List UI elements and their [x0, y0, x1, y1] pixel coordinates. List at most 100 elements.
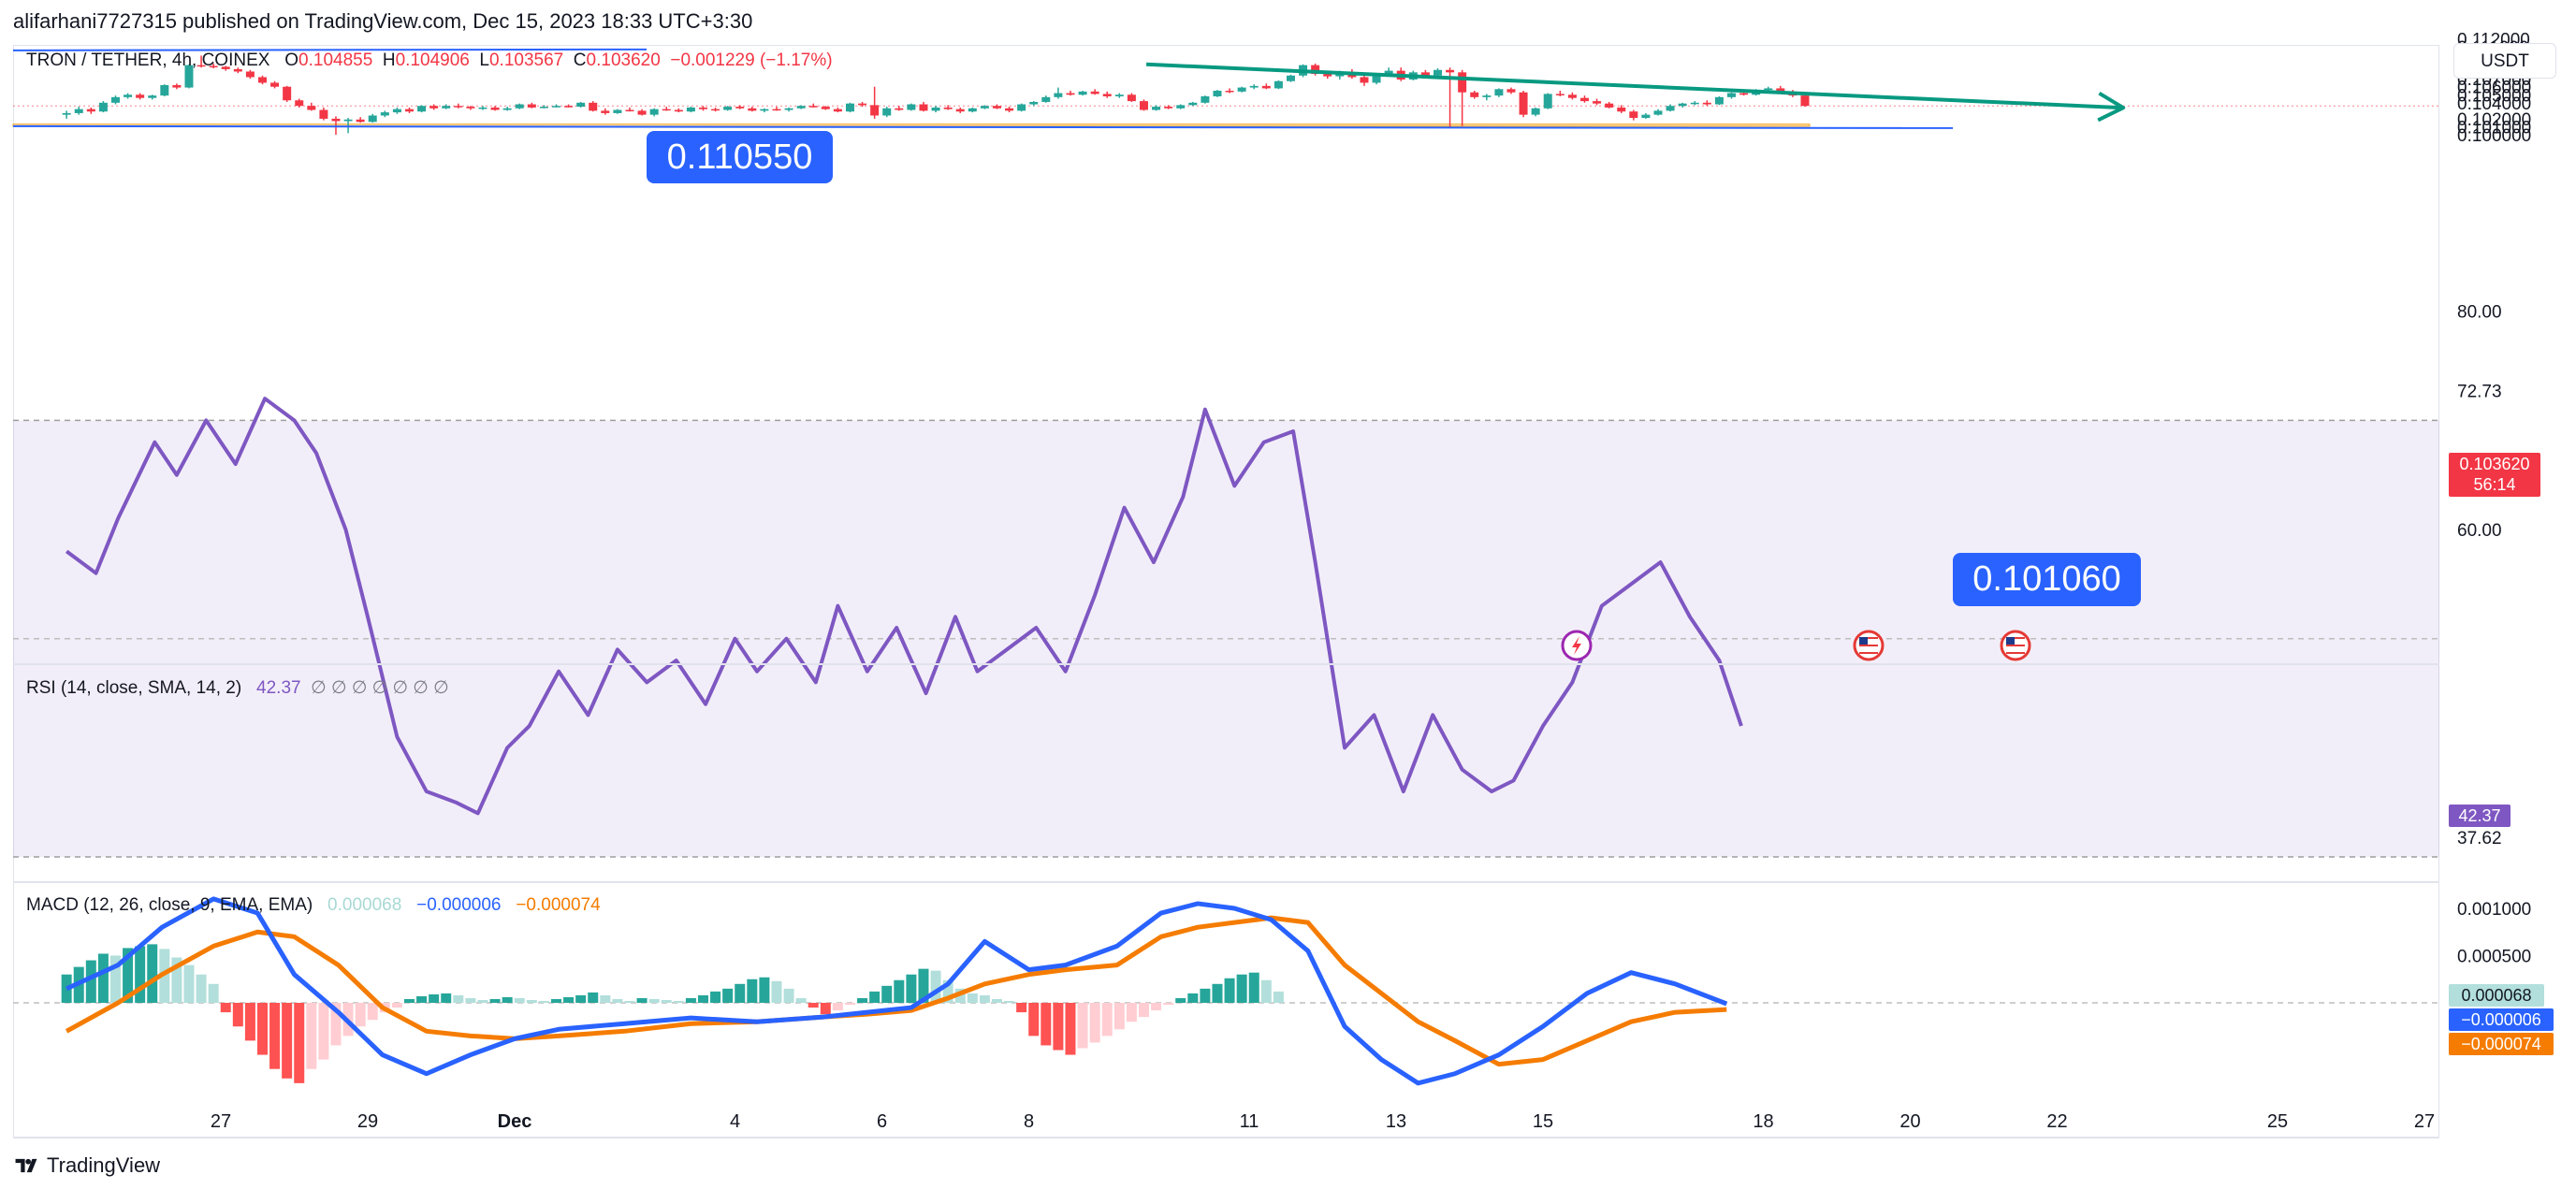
candle-body — [221, 66, 230, 69]
macd-histogram-bar — [367, 1003, 378, 1021]
candle-body — [466, 107, 475, 109]
candle-body — [270, 82, 280, 87]
candle-body — [172, 85, 182, 88]
macd-histogram-bar — [869, 991, 880, 1003]
candle-body — [1005, 108, 1014, 111]
candle-body — [1360, 77, 1369, 83]
candle-body — [1323, 74, 1332, 77]
macd-title[interactable]: MACD (12, 26, close, 9, EMA, EMA) — [26, 895, 313, 915]
bar-countdown: 56:14 — [2473, 475, 2516, 494]
rsi-placeholders: ∅ ∅ ∅ ∅ ∅ ∅ ∅ — [311, 678, 449, 698]
macd-histogram-bar — [1248, 972, 1259, 1003]
macd-histogram-bar — [391, 1003, 402, 1008]
candle-body — [674, 109, 683, 112]
macd-histogram-bar — [967, 993, 978, 1003]
candle-body — [919, 104, 928, 111]
macd-histogram-bar — [685, 997, 696, 1003]
macd-histogram-bar — [1138, 1003, 1149, 1018]
macd-histogram-bar — [857, 997, 868, 1003]
candle-body — [62, 112, 71, 115]
candle-body — [1017, 104, 1026, 111]
macd-histogram-bar — [1101, 1003, 1113, 1037]
candle-body — [1726, 93, 1736, 97]
time-tick-label: 22 — [2046, 1111, 2067, 1132]
open-value: 0.104855 — [298, 51, 373, 70]
candle-body — [98, 102, 108, 112]
macd-histogram-bar — [477, 999, 488, 1003]
macd-histogram-bar — [612, 998, 623, 1003]
candle-body — [1470, 92, 1479, 97]
macd-histogram-bar — [1028, 1003, 1040, 1037]
macd-histogram-bar — [1200, 988, 1211, 1003]
macd-histogram-bar — [1004, 1000, 1015, 1003]
flag-stripe — [2006, 652, 2025, 654]
macd-histogram-bar — [1151, 1003, 1162, 1011]
high-label: H — [382, 51, 396, 70]
time-tick-label: 4 — [730, 1111, 740, 1132]
candle-body — [649, 109, 659, 115]
candle-body — [870, 105, 880, 116]
candle-body — [1764, 88, 1773, 91]
macd-histogram-bar — [294, 1003, 305, 1083]
price-tick-label: 0.104000 — [2457, 94, 2531, 114]
currency-button[interactable]: USDT — [2453, 43, 2556, 79]
rsi-tick-label: 60.00 — [2457, 521, 2502, 541]
macd-histogram-bar — [747, 979, 758, 1003]
macd-histogram-bar — [600, 994, 611, 1003]
candle-body — [1433, 69, 1442, 76]
candle-body — [1029, 101, 1039, 105]
candle-body — [551, 106, 560, 108]
candle-body — [442, 106, 451, 109]
macd-histogram-bar — [232, 1003, 243, 1027]
change-value: −0.001229 (−1.17%) — [670, 51, 833, 70]
close-label: C — [573, 51, 587, 70]
candle-body — [1739, 93, 1749, 95]
macd-histogram-bar — [489, 998, 501, 1003]
macd-histogram-tag: 0.000068 — [2449, 984, 2544, 1007]
rsi-title[interactable]: RSI (14, close, SMA, 14, 2) — [26, 678, 242, 698]
candle-body — [110, 96, 120, 103]
support-label[interactable]: 0.101060 — [1953, 553, 2141, 606]
macd-histogram-bar — [697, 994, 708, 1003]
macd-histogram-bar — [526, 999, 537, 1003]
rsi-pane — [13, 397, 2439, 858]
flag-stripe — [1859, 637, 1878, 639]
candle-body — [808, 106, 818, 108]
symbol-title[interactable]: TRON / TETHER, 4h, COINEX — [26, 51, 270, 70]
candle-body — [1482, 95, 1492, 97]
candle-body — [1678, 103, 1687, 107]
macd-histogram-bar — [636, 997, 648, 1003]
candle-body — [331, 118, 341, 122]
candle-body — [931, 107, 940, 111]
candle-body — [1127, 94, 1136, 102]
macd-histogram-bar — [1053, 1003, 1064, 1051]
flag-stripe — [2006, 641, 2025, 643]
brand-footer[interactable]: TradingView — [13, 1153, 160, 1178]
macd-histogram-bar — [1077, 1003, 1088, 1049]
price-tick-label: 0.100000 — [2457, 126, 2531, 146]
macd-histogram-bar — [1065, 1003, 1076, 1055]
macd-histogram-bar — [318, 1003, 329, 1060]
macd-line-value: −0.000006 — [416, 895, 502, 915]
macd-histogram-bar — [624, 1000, 635, 1003]
drawings-layer — [12, 48, 2126, 129]
candle-body — [502, 108, 512, 110]
candle-body — [698, 107, 707, 109]
rsi-sma-label: 37.62 — [2457, 829, 2502, 848]
macd-histogram-bar — [795, 997, 807, 1003]
candle-body — [1617, 107, 1626, 112]
macd-histogram-bar — [208, 983, 219, 1003]
macd-histogram-bar — [147, 944, 158, 1003]
resistance-label[interactable]: 0.110550 — [647, 131, 833, 183]
low-label: L — [479, 51, 489, 70]
macd-histogram-bar — [183, 964, 195, 1003]
price-tick-label: 0.106000 — [2457, 79, 2531, 98]
macd-histogram-bar — [282, 1003, 293, 1079]
candle-body — [1776, 88, 1785, 92]
candle-body — [429, 106, 439, 109]
time-tick-label: 15 — [1533, 1111, 1553, 1132]
macd-line-tag: −0.000006 — [2449, 1008, 2554, 1031]
candle-body — [1714, 96, 1724, 105]
candle-body — [209, 65, 218, 68]
